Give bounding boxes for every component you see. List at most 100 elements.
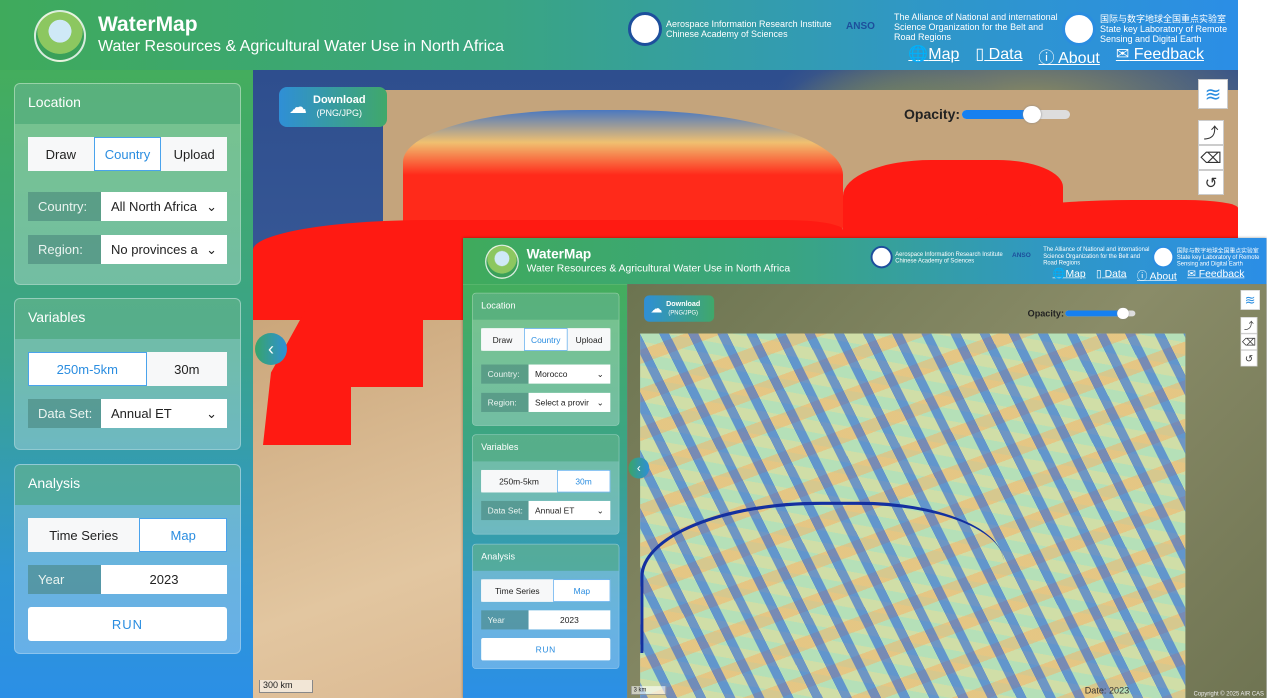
draw-tool-button[interactable]: ⤴ bbox=[1198, 120, 1224, 145]
document-icon: ▯ bbox=[975, 46, 985, 63]
region-label: Region: bbox=[28, 235, 101, 264]
tab-250m-5km[interactable]: 250m-5km bbox=[481, 469, 557, 493]
dataset-select[interactable]: Data Set: Annual ET ⌄ bbox=[481, 500, 611, 521]
aircas-seal-icon bbox=[870, 245, 893, 269]
reset-button[interactable]: ↺ bbox=[1240, 350, 1258, 367]
institution-aircas[interactable]: Aerospace Information Research Institute… bbox=[628, 12, 832, 46]
nav-map[interactable]: 🌐Map bbox=[1053, 267, 1086, 283]
erase-button[interactable]: ⌫ bbox=[1240, 333, 1258, 351]
institution-name: The Alliance of National and internation… bbox=[1043, 245, 1150, 253]
tab-time-series[interactable]: Time Series bbox=[481, 579, 554, 602]
tab-map[interactable]: Map bbox=[139, 518, 227, 552]
tab-30m[interactable]: 30m bbox=[556, 469, 611, 493]
dataset-value: Annual ET bbox=[111, 406, 172, 421]
institution-aircas[interactable]: Aerospace Information Research Institute… bbox=[870, 245, 1003, 269]
nav-about[interactable]: ⓘ About bbox=[1137, 267, 1177, 283]
year-select[interactable]: Year 2023 bbox=[481, 610, 611, 630]
resolution-tabs: 250m-5km 30m bbox=[28, 352, 227, 386]
watermap-logo bbox=[485, 244, 519, 279]
institution-name: State key Laboratory of Remote bbox=[1176, 253, 1260, 261]
location-mode-tabs: Draw Country Upload bbox=[481, 328, 611, 351]
refresh-icon: ↺ bbox=[1204, 174, 1218, 192]
tab-country[interactable]: Country bbox=[93, 137, 162, 171]
slider-handle[interactable] bbox=[1023, 105, 1042, 123]
institution-name: Sensing and Digital Earth bbox=[1100, 34, 1202, 44]
tab-upload[interactable]: Upload bbox=[161, 137, 228, 171]
tab-draw[interactable]: Draw bbox=[28, 137, 94, 171]
tab-map[interactable]: Map bbox=[553, 579, 611, 602]
nav-feedback[interactable]: ✉ Feedback bbox=[1116, 44, 1204, 68]
opacity-control: Opacity: bbox=[904, 105, 1071, 123]
region-value: Select a provir bbox=[535, 397, 589, 408]
year-value: 2023 bbox=[101, 565, 227, 594]
nav-data[interactable]: ▯ Data bbox=[975, 44, 1022, 68]
dataset-label: Data Set: bbox=[28, 399, 101, 428]
run-button[interactable]: RUN bbox=[481, 638, 611, 661]
top-nav: 🌐Map ▯ Data ⓘ About ✉ Feedback bbox=[908, 44, 1204, 68]
location-mode-tabs: Draw Country Upload bbox=[28, 137, 228, 171]
analysis-mode-tabs: Time Series Map bbox=[28, 518, 227, 552]
tab-upload[interactable]: Upload bbox=[567, 328, 611, 351]
dataset-select[interactable]: Data Set: Annual ET ⌄ bbox=[28, 399, 227, 428]
institution-slrsde[interactable]: 国际与数字地球全国重点实验室 State key Laboratory of Re… bbox=[1152, 245, 1260, 269]
collapse-sidebar-button[interactable]: ‹ bbox=[628, 457, 650, 479]
anso-logo: ANSO bbox=[1012, 251, 1031, 260]
tab-time-series[interactable]: Time Series bbox=[28, 518, 140, 552]
location-title: Location bbox=[15, 84, 240, 124]
tab-30m[interactable]: 30m bbox=[146, 352, 227, 386]
opacity-control: Opacity: bbox=[1028, 307, 1136, 319]
opacity-slider[interactable] bbox=[962, 105, 1071, 123]
country-label: Country: bbox=[481, 364, 529, 384]
mail-icon: ✉ bbox=[1187, 268, 1196, 280]
layers-icon: ≋ bbox=[1204, 83, 1222, 106]
institution-slrsde[interactable]: 国际与数字地球全国重点实验室 State key Laboratory of Re… bbox=[1062, 12, 1227, 46]
year-select[interactable]: Year 2023 bbox=[28, 565, 227, 594]
institution-name: Science Organization for the Belt and bbox=[1043, 252, 1140, 260]
nav-feedback[interactable]: ✉ Feedback bbox=[1187, 267, 1244, 283]
country-label: Country: bbox=[28, 192, 101, 221]
region-label: Region: bbox=[481, 392, 529, 412]
download-button[interactable]: ☁ Download (PNG/JPG) bbox=[279, 87, 387, 127]
institution-name: Aerospace Information Research Institute bbox=[666, 19, 832, 29]
copyright: Copyright © 2025 AIR CAS bbox=[1193, 690, 1264, 697]
reset-button[interactable]: ↺ bbox=[1198, 170, 1224, 195]
variables-title: Variables bbox=[472, 435, 619, 462]
country-select[interactable]: Country: All North Africa ⌄ bbox=[28, 192, 227, 221]
control-sidebar: Location Draw Country Upload Country: All… bbox=[0, 70, 253, 698]
nav-data[interactable]: ▯ Data bbox=[1096, 267, 1127, 283]
institution-name: Aerospace Information Research Institute bbox=[895, 250, 1003, 258]
region-select[interactable]: Region: No provinces a ⌄ bbox=[28, 235, 227, 264]
location-card: Location Draw Country Upload Country: All… bbox=[14, 83, 241, 285]
region-select[interactable]: Region: Select a provir ⌄ bbox=[481, 392, 611, 412]
institution-name: Chinese Academy of Sciences bbox=[666, 29, 788, 39]
app-title: WaterMap bbox=[98, 13, 198, 36]
slider-handle[interactable] bbox=[1117, 307, 1129, 319]
opacity-slider[interactable] bbox=[1065, 307, 1136, 319]
year-label: Year bbox=[481, 610, 529, 630]
country-select[interactable]: Country: Morocco ⌄ bbox=[481, 364, 611, 384]
institution-anso[interactable]: ANSO The Alliance of National and interna… bbox=[1012, 246, 1149, 266]
layers-button[interactable]: ≋ bbox=[1198, 79, 1228, 109]
et-layer bbox=[403, 110, 843, 240]
nav-label: Feedback bbox=[1129, 46, 1204, 63]
layers-button[interactable]: ≋ bbox=[1240, 290, 1260, 310]
tab-country[interactable]: Country bbox=[523, 328, 568, 351]
nav-map[interactable]: 🌐Map bbox=[908, 44, 959, 68]
institution-anso[interactable]: ANSO The Alliance of National and interna… bbox=[846, 12, 1058, 42]
institution-name: Chinese Academy of Sciences bbox=[895, 257, 975, 264]
nav-label: Data bbox=[984, 46, 1023, 63]
run-button[interactable]: RUN bbox=[28, 607, 227, 641]
download-button[interactable]: ☁ Download (PNG/JPG) bbox=[644, 295, 715, 322]
tab-250m-5km[interactable]: 250m-5km bbox=[28, 352, 147, 386]
nav-about[interactable]: ⓘ About bbox=[1038, 44, 1099, 68]
map-scale-bar: 3 km bbox=[631, 686, 667, 695]
map-view[interactable]: Legend0 - 50mm50 - 100mm100 - 150mm150 -… bbox=[627, 284, 1267, 698]
draw-tool-button[interactable]: ⤴ bbox=[1240, 317, 1258, 334]
year-value: 2023 bbox=[528, 610, 611, 630]
location-title: Location bbox=[472, 293, 619, 320]
erase-button[interactable]: ⌫ bbox=[1198, 145, 1224, 170]
analysis-card: Analysis Time Series Map Year 2023 RUN bbox=[472, 543, 620, 669]
collapse-sidebar-button[interactable]: ‹ bbox=[255, 333, 287, 365]
inset-screenshot: WaterMap Water Resources & Agricultural … bbox=[463, 238, 1267, 698]
tab-draw[interactable]: Draw bbox=[481, 328, 524, 351]
